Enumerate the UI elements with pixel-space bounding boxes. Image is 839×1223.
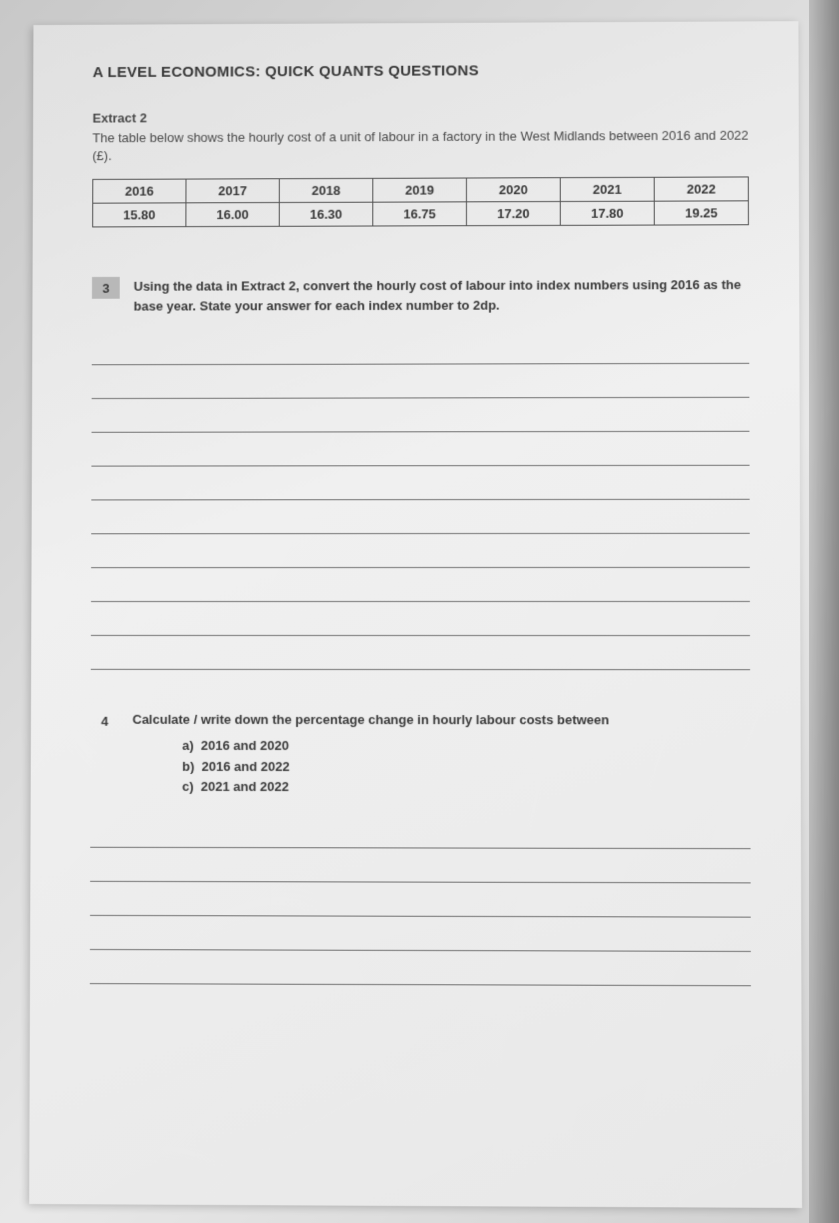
question-text: Calculate / write down the percentage ch… xyxy=(132,710,750,730)
table-cell: 2017 xyxy=(186,179,279,203)
sub-item: c) 2021 and 2022 xyxy=(182,777,750,799)
answer-line xyxy=(90,850,751,884)
table-cell: 2022 xyxy=(654,177,748,201)
sub-letter: b) xyxy=(182,759,194,774)
answer-lines-q3 xyxy=(91,332,750,670)
answer-line xyxy=(91,638,750,670)
answer-line xyxy=(90,884,751,918)
question-text: Using the data in Extract 2, convert the… xyxy=(134,275,750,315)
answer-line xyxy=(92,366,750,399)
page-binding-edge xyxy=(809,0,839,1223)
sub-text: 2016 and 2022 xyxy=(202,759,290,774)
sub-item: a) 2016 and 2020 xyxy=(182,736,750,758)
table-cell: 2021 xyxy=(560,178,654,202)
answer-line xyxy=(92,400,750,433)
question-number: 4 xyxy=(91,710,119,732)
answer-line xyxy=(90,918,751,952)
sub-text: 2021 and 2022 xyxy=(201,779,289,794)
question-3-block: 3 Using the data in Extract 2, convert t… xyxy=(92,275,749,316)
answer-line xyxy=(91,570,750,602)
table-row: 15.80 16.00 16.30 16.75 17.20 17.80 19.2… xyxy=(93,201,749,227)
answer-line xyxy=(91,604,750,636)
table-cell: 2018 xyxy=(279,179,373,203)
question-number: 3 xyxy=(92,277,120,299)
extract-label: Extract 2 xyxy=(92,108,748,126)
table-cell: 19.25 xyxy=(654,201,748,225)
table-cell: 17.20 xyxy=(466,202,560,226)
table-cell: 2020 xyxy=(466,178,560,202)
sub-letter: c) xyxy=(182,779,194,794)
answer-line xyxy=(91,468,749,501)
table-cell: 2019 xyxy=(373,178,467,202)
answer-line xyxy=(91,536,750,568)
table-row: 2016 2017 2018 2019 2020 2021 2022 xyxy=(93,177,749,203)
table-cell: 16.75 xyxy=(373,202,467,226)
answer-lines-q4 xyxy=(90,816,751,987)
worksheet-page: A LEVEL ECONOMICS: QUICK QUANTS QUESTION… xyxy=(29,21,802,1208)
table-cell: 2016 xyxy=(93,179,186,203)
question-4-block: 4 Calculate / write down the percentage … xyxy=(90,710,750,799)
sub-letter: a) xyxy=(182,738,194,753)
sub-text: 2016 and 2020 xyxy=(201,738,289,753)
extract-description: The table below shows the hourly cost of… xyxy=(92,127,748,166)
table-cell: 15.80 xyxy=(93,203,186,227)
page-title: A LEVEL ECONOMICS: QUICK QUANTS QUESTION… xyxy=(93,61,749,81)
answer-line xyxy=(90,952,751,986)
answer-line xyxy=(92,332,750,365)
labour-cost-table: 2016 2017 2018 2019 2020 2021 2022 15.80… xyxy=(92,177,749,228)
table-cell: 16.30 xyxy=(279,203,373,227)
table-cell: 16.00 xyxy=(186,203,279,227)
table-cell: 17.80 xyxy=(560,202,654,226)
sub-question-list: a) 2016 and 2020 b) 2016 and 2022 c) 202… xyxy=(182,736,750,799)
answer-line xyxy=(90,816,750,849)
sub-item: b) 2016 and 2022 xyxy=(182,757,750,779)
answer-line xyxy=(91,502,750,534)
answer-line xyxy=(91,434,749,467)
